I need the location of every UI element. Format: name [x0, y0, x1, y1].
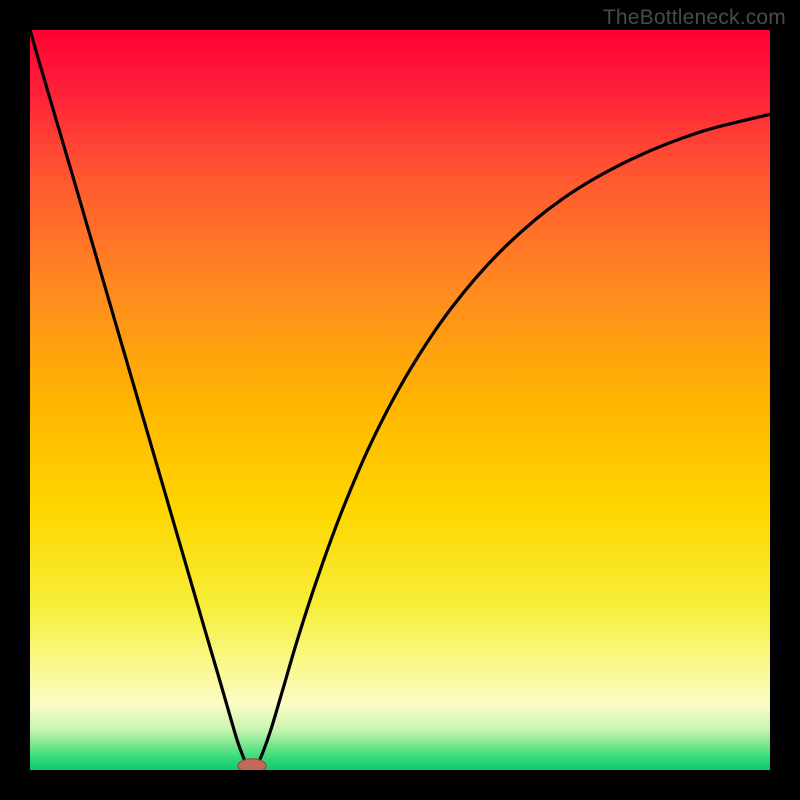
bottleneck-chart — [30, 30, 770, 770]
minimum-marker — [238, 759, 266, 770]
gradient-background — [30, 30, 770, 770]
chart-plot-area — [30, 30, 770, 770]
watermark-text: TheBottleneck.com — [603, 6, 786, 30]
